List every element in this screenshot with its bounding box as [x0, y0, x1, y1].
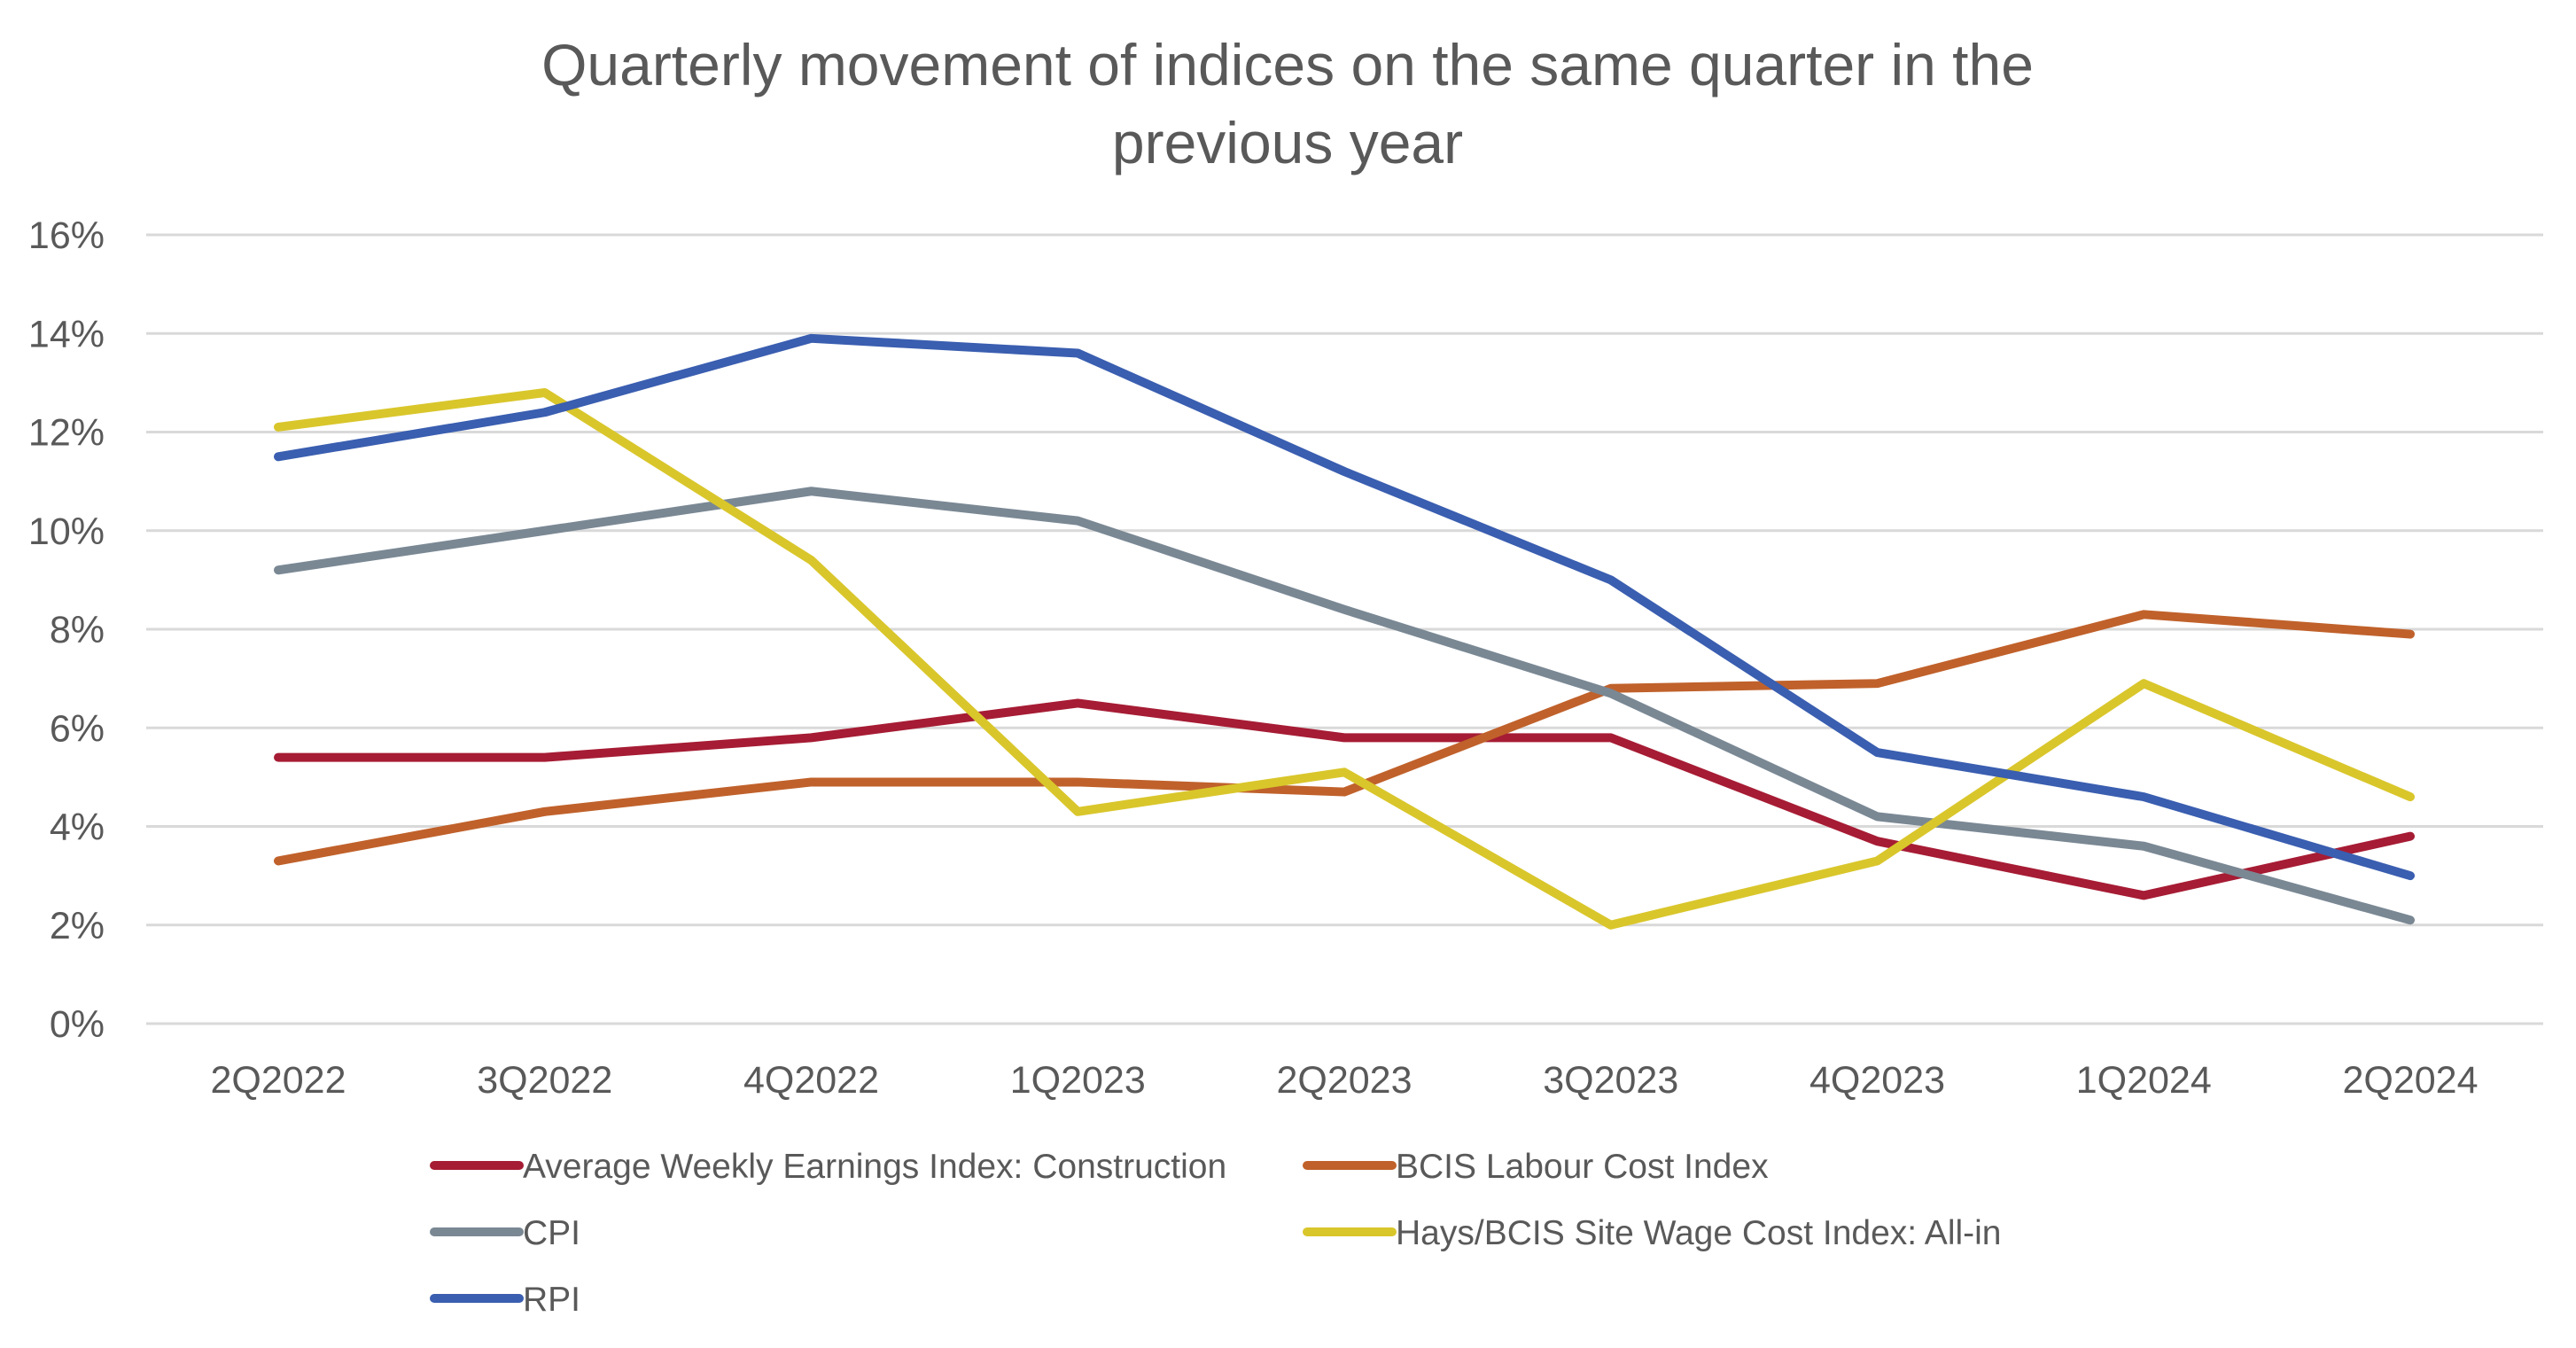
chart-title: Quarterly movement of indices on the sam…	[541, 32, 2034, 175]
series-line	[274, 388, 2415, 930]
x-tick-label: 2Q2023	[1276, 1059, 1412, 1102]
chart-title-line-2: previous year	[1112, 110, 1463, 175]
legend-label: Average Weekly Earnings Index: Construct…	[523, 1148, 1226, 1186]
y-tick-label: 6%	[50, 707, 105, 750]
y-tick-label: 4%	[50, 806, 105, 849]
series-line	[274, 698, 2415, 900]
x-tick-label: 1Q2023	[1010, 1059, 1146, 1102]
x-tick-label: 3Q2023	[1543, 1059, 1678, 1102]
y-tick-label: 8%	[50, 609, 105, 651]
legend-label: Hays/BCIS Site Wage Cost Index: All-in	[1396, 1214, 2002, 1252]
legend-label: CPI	[523, 1214, 580, 1252]
y-tick-label: 10%	[28, 510, 105, 553]
legend-label: RPI	[523, 1281, 580, 1319]
x-tick-label: 4Q2022	[743, 1059, 879, 1102]
y-axis-tick-labels: 0% 2% 4% 6% 8% 10% 12% 14% 16%	[28, 214, 105, 1046]
x-axis-tick-labels: 2Q2022 3Q2022 4Q2022 1Q2023 2Q2023 3Q2023 4Q20…	[210, 1059, 2478, 1102]
chart-title-line-1: Quarterly movement of indices on the sam…	[541, 32, 2034, 97]
y-tick-label: 2%	[50, 905, 105, 947]
legend: Average Weekly Earnings Index: Construct…	[430, 1148, 2002, 1319]
series-line	[274, 610, 2415, 866]
y-tick-label: 14%	[28, 313, 105, 355]
x-tick-label: 2Q2022	[210, 1059, 346, 1102]
y-gridlines	[146, 233, 2543, 1025]
legend-label: BCIS Labour Cost Index	[1396, 1148, 1769, 1186]
x-tick-label: 2Q2024	[2342, 1059, 2478, 1102]
y-tick-label: 12%	[28, 412, 105, 455]
series-line	[274, 487, 2415, 925]
y-tick-label: 16%	[28, 214, 105, 257]
series-lines	[274, 333, 2415, 930]
y-tick-label: 0%	[50, 1003, 105, 1046]
series-line	[274, 333, 2415, 881]
x-tick-label: 4Q2023	[1809, 1059, 1945, 1102]
x-tick-label: 3Q2022	[477, 1059, 612, 1102]
x-tick-label: 1Q2024	[2076, 1059, 2212, 1102]
